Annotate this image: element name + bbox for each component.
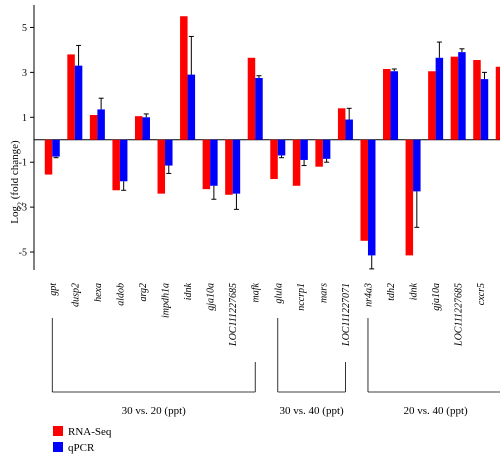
category-label-nr4a3: nr4a3 (363, 283, 374, 307)
bar-rna-seq-loc111227071 (337, 108, 346, 140)
bar-qpcr-hexa (97, 109, 105, 140)
y-tick-label: -1 (19, 158, 27, 169)
y-tick-label: 1 (22, 113, 27, 124)
category-label-arg2: arg2 (138, 283, 149, 302)
category-label-glula: glula (273, 283, 284, 304)
y-axis-title: Log2 (fold change) (9, 140, 25, 224)
category-label-loc111222301: LOC111222301 (499, 283, 500, 347)
bar-qpcr-mafk (255, 77, 263, 140)
category-label-dusp2: dusp2 (70, 283, 81, 307)
bar-rna-seq-gja10a (202, 139, 211, 190)
bar-qpcr-glula (277, 139, 286, 156)
bar-qpcr-cxcr5 (480, 79, 489, 140)
group-brackets: 30 vs. 20 (ppt) 30 vs. 40 (ppt) 20 vs. 40 … (51, 318, 500, 417)
category-label-cxcr5: cxcr5 (476, 283, 487, 305)
bar-qpcr-tdh2 (390, 71, 399, 140)
plot-area (34, 16, 500, 270)
category-label-loc111227685: LOC111227685 (454, 283, 465, 347)
category-label-gja10a: gja10a (431, 283, 442, 311)
bar-qpcr-nccrp1 (300, 139, 308, 160)
y-axis-title-main: Log (9, 205, 21, 223)
bar-qpcr-idnk (187, 74, 196, 140)
bar-rna-seq-nr4a3 (360, 139, 368, 241)
bar-rna-seq-idnk (180, 16, 188, 140)
y-axis-title-rest: (fold change) (9, 140, 21, 202)
legend-swatch-qpcr (53, 442, 63, 452)
bar-rna-seq-loc111227685 (450, 56, 459, 140)
legend: RNA-Seq qPCR (53, 426, 112, 454)
category-label-mars: mars (318, 283, 329, 303)
bar-qpcr-loc111227685 (232, 139, 241, 194)
bar-qpcr-nr4a3 (367, 139, 376, 256)
y-axis: -5 -3 -1 1 3 5 (19, 5, 35, 270)
bar-rna-seq-impdh1a (157, 139, 166, 194)
legend-swatch-rna-seq (53, 426, 63, 436)
category-label-loc111227071: LOC111227071 (341, 283, 352, 347)
bar-qpcr-gja10a (435, 57, 444, 140)
bar-qpcr-loc111227071 (345, 119, 353, 140)
y-tick-label: -5 (19, 248, 27, 259)
category-label-mafk: mafk (251, 282, 262, 302)
category-label-gpt: gpt (48, 283, 59, 296)
bar-qpcr-dusp2 (74, 65, 83, 140)
y-tick-label: 5 (22, 23, 27, 34)
bar-qpcr-impdh1a (165, 139, 173, 166)
category-label-nccrp1: nccrp1 (296, 283, 307, 311)
bar-rna-seq-aldob (112, 139, 120, 191)
bar-rna-seq-mafk (247, 57, 256, 140)
legend-label-rna-seq: RNA-Seq (68, 426, 112, 438)
bar-rna-seq-loc111227685 (225, 139, 233, 195)
bar-qpcr-arg2 (142, 117, 150, 140)
category-labels: gpt dusp2 hexa aldob arg2 impdh1a idnk gja10a LO… (48, 282, 500, 347)
category-label-idnk: idnk (409, 282, 420, 300)
bar-rna-seq-hexa (89, 115, 98, 140)
category-label-idnk: idnk (183, 282, 194, 300)
category-label-gja10a: gja10a (206, 283, 217, 311)
category-label-loc111227685: LOC111227685 (228, 283, 239, 347)
bar-rna-seq-nccrp1 (292, 139, 301, 186)
bar-rna-seq-dusp2 (67, 54, 75, 140)
bar-rna-seq-idnk (405, 139, 414, 256)
bar-qpcr-loc111227685 (458, 52, 466, 140)
bar-rna-seq-loc111222301 (495, 66, 500, 140)
bar-qpcr-idnk (413, 139, 421, 192)
bar-qpcr-gja10a (210, 139, 218, 186)
category-label-aldob: aldob (115, 283, 126, 306)
group-label-30-vs-20-ppt-: 30 vs. 20 (ppt) (122, 405, 187, 417)
group-label-20-vs-40-ppt-: 20 vs. 40 (ppt) (404, 405, 469, 417)
group-label-30-vs-40-ppt-: 30 vs. 40 (ppt) (280, 405, 345, 417)
y-tick-label: 3 (22, 68, 27, 79)
bar-qpcr-gpt (52, 139, 60, 157)
y-tick-label: -3 (19, 203, 27, 214)
category-label-hexa: hexa (93, 283, 104, 302)
bar-qpcr-aldob (119, 139, 128, 182)
bar-rna-seq-gja10a (428, 71, 436, 140)
bar-qpcr-mars (322, 139, 331, 159)
bar-rna-seq-glula (270, 139, 278, 180)
bar-rna-seq-arg2 (134, 116, 143, 140)
y-axis-title-subscript: 2 (16, 202, 25, 206)
category-label-tdh2: tdh2 (386, 283, 397, 301)
bar-rna-seq-mars (315, 139, 323, 167)
bar-rna-seq-gpt (44, 139, 53, 175)
legend-label-qpcr: qPCR (68, 442, 95, 454)
category-label-impdh1a: impdh1a (161, 283, 172, 318)
bar-rna-seq-cxcr5 (473, 60, 481, 140)
bar-rna-seq-tdh2 (383, 69, 391, 140)
